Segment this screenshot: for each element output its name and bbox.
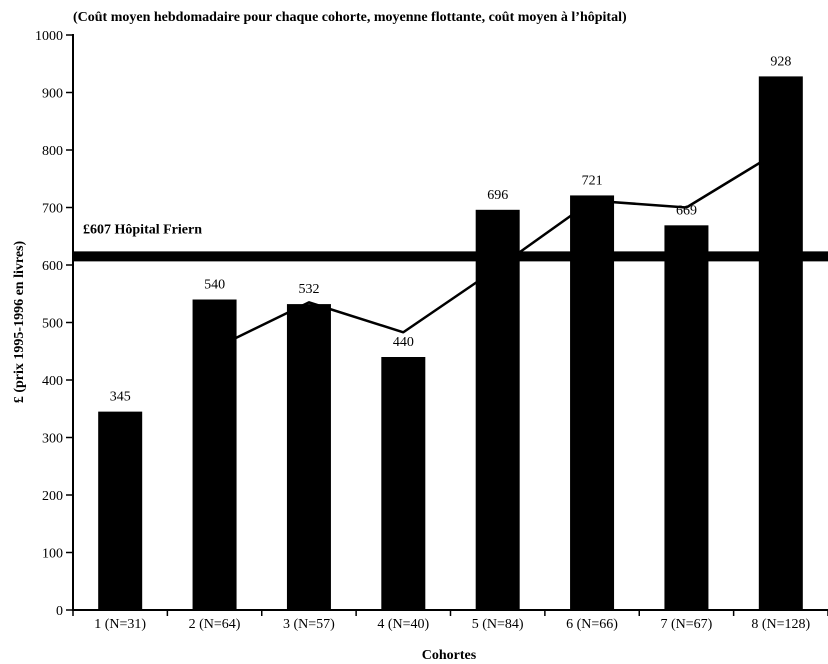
y-tick-label: 900 (42, 87, 63, 102)
x-tick-label: 3 (N=57) (283, 617, 335, 632)
chart-title: (Coût moyen hebdomadaire pour chaque coh… (73, 10, 627, 25)
data-label: 669 (676, 203, 697, 218)
bar (664, 225, 709, 610)
bar (192, 299, 237, 610)
y-tick-label: 700 (42, 202, 63, 217)
y-tick-label: 800 (42, 144, 63, 159)
reference-line-label: £607 Hôpital Friern (83, 222, 202, 237)
bar (98, 411, 143, 610)
data-label: 345 (110, 390, 131, 405)
bar (570, 195, 615, 611)
x-tick-label: 8 (N=128) (751, 617, 810, 632)
y-tick-label: 0 (56, 604, 63, 619)
y-axis-title: £ (prix 1995-1996 en livres) (12, 241, 27, 404)
bar (381, 357, 426, 610)
x-tick-label: 6 (N=66) (566, 617, 618, 632)
data-label: 928 (770, 54, 791, 69)
data-label: 696 (487, 188, 508, 203)
bar (758, 76, 803, 610)
x-tick-label: 7 (N=67) (661, 617, 713, 632)
data-label: 440 (393, 335, 414, 350)
y-tick-label: 300 (42, 432, 63, 447)
bar (475, 209, 520, 611)
x-tick-label: 2 (N=64) (189, 617, 241, 632)
data-label: 540 (204, 278, 225, 293)
x-axis-title: Cohortes (422, 648, 477, 663)
y-tick-label: 400 (42, 374, 63, 389)
y-tick-label: 200 (42, 489, 63, 504)
data-label: 721 (582, 173, 603, 188)
y-tick-label: 100 (42, 547, 63, 562)
x-tick-label: 5 (N=84) (472, 617, 524, 632)
reference-line (73, 251, 828, 262)
y-tick-label: 600 (42, 259, 63, 274)
bar (286, 304, 331, 610)
moving-average-line (214, 148, 782, 350)
x-tick-label: 4 (N=40) (377, 617, 429, 632)
x-tick-label: 1 (N=31) (94, 617, 146, 632)
plot-area: 0 100 200 300 400 500 600 700 800 900 1000 1 (N=31)… (35, 29, 828, 632)
data-label: 532 (298, 282, 319, 297)
y-tick-label: 500 (42, 317, 63, 332)
y-tick-label: 1000 (35, 29, 63, 44)
